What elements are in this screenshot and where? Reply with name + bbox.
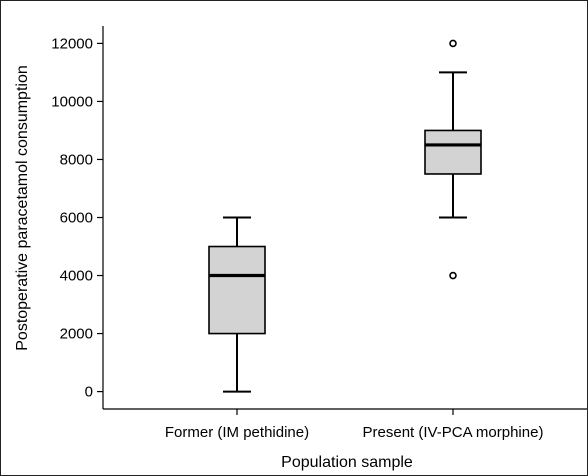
y-tick-label: 6000 <box>60 210 93 227</box>
x-axis-ticks: Former (IM pethidine) Present (IV-PCA mor… <box>165 409 544 441</box>
y-tick-label: 0 <box>85 384 93 401</box>
y-tick-label: 12000 <box>51 35 93 52</box>
box-iqr <box>208 245 266 335</box>
y-axis-title: Postoperative paracetamol consumption <box>14 65 31 351</box>
x-axis-title: Population sample <box>281 454 413 471</box>
y-tick-label: 2000 <box>60 326 93 343</box>
y-tick-label: 4000 <box>60 268 93 285</box>
box-group <box>208 216 266 393</box>
box-group <box>424 39 482 280</box>
axes <box>102 26 587 410</box>
outlier-point <box>449 271 457 280</box>
outlier-point <box>449 39 457 48</box>
boxes <box>208 39 482 393</box>
x-tick-label: Former (IM pethidine) <box>165 424 309 441</box>
y-axis-ticks: 0 2000 4000 6000 8000 10000 12000 <box>51 35 103 401</box>
y-tick-label: 8000 <box>60 151 93 168</box>
y-tick-label: 10000 <box>51 93 93 110</box>
box-iqr <box>424 129 482 175</box>
x-tick-label: Present (IV-PCA morphine) <box>363 424 544 441</box>
